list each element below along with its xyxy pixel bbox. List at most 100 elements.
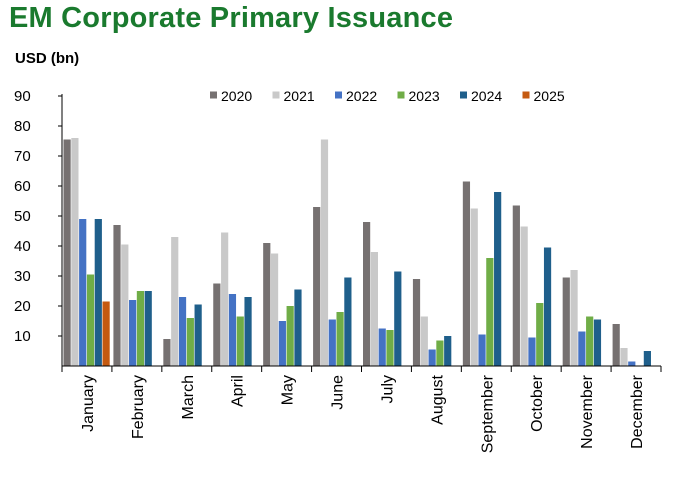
legend-label-2020: 2020 (221, 88, 252, 104)
bar-2023-february (136, 291, 145, 366)
y-tick-label: 80 (14, 118, 31, 135)
bar-2024-august (444, 336, 452, 366)
bar-2021-october (520, 226, 528, 366)
legend-swatch-2021 (272, 91, 280, 99)
legend-label-2023: 2023 (409, 88, 440, 104)
bar-2023-january (86, 274, 95, 366)
y-tick-label: 50 (14, 208, 31, 225)
bar-2022-october (528, 337, 536, 366)
bar-2021-july (370, 252, 378, 366)
y-axis-label: USD (bn) (15, 50, 80, 67)
x-tick-label: May (280, 375, 297, 405)
bar-2023-september (486, 258, 494, 366)
x-tick-label: January (80, 375, 97, 432)
bar-2020-november (562, 277, 570, 366)
bar-2025-january (102, 301, 110, 366)
bar-2020-april (213, 283, 221, 366)
chart-title: EM Corporate Primary Issuance (9, 2, 454, 34)
bar-2020-july (363, 222, 371, 366)
bar-2021-february (121, 244, 129, 366)
bar-2023-october (536, 303, 544, 366)
bar-2023-march (186, 318, 194, 366)
x-tick-label: April (230, 375, 247, 407)
bar-2021-september (470, 208, 478, 366)
bar-2024-december (643, 351, 651, 366)
bar-2021-march (171, 237, 179, 366)
legend-swatch-2024 (460, 91, 467, 99)
bar-2021-november (570, 270, 578, 366)
bars (63, 138, 651, 366)
bar-2021-august (420, 316, 428, 366)
x-tick-label: March (180, 375, 197, 419)
bar-2024-november (593, 319, 602, 366)
y-axis-ticks: 10 20 30 40 50 60 70 80 90 (14, 88, 62, 345)
bar-2024-february (144, 291, 152, 366)
legend-label-2024: 2024 (471, 88, 502, 104)
y-tick-label: 40 (14, 238, 31, 255)
bar-2022-august (428, 349, 436, 366)
bar-2023-august (436, 340, 444, 366)
x-tick-label: December (629, 374, 646, 448)
bar-2024-september (494, 192, 502, 366)
y-tick-label: 90 (14, 88, 31, 105)
bar-2022-may (278, 321, 286, 366)
legend-swatch-2023 (397, 91, 405, 99)
legend-swatch-2020 (210, 91, 217, 99)
bar-2020-june (313, 207, 321, 366)
bar-2021-june (320, 139, 329, 366)
bar-2023-november (586, 316, 594, 366)
legend-label-2025: 2025 (534, 88, 565, 104)
bar-2021-april (221, 232, 229, 366)
x-tick-label: October (529, 374, 546, 432)
y-tick-label: 70 (14, 148, 31, 165)
bar-2024-july (394, 271, 402, 366)
bar-2022-september (478, 334, 486, 366)
bar-2024-june (344, 277, 352, 366)
x-tick-label: February (130, 375, 147, 439)
y-tick-label: 20 (14, 298, 31, 315)
legend: 2020 2021 2022 2023 2024 2025 (210, 88, 565, 104)
bar-2024-may (294, 289, 302, 366)
bar-2020-september (462, 181, 471, 366)
bar-2024-march (194, 304, 202, 366)
x-tick-label: June (330, 375, 347, 410)
legend-label-2022: 2022 (346, 88, 377, 104)
bar-2023-may (286, 306, 294, 366)
x-axis-labels: January February March April May June July Augu… (80, 374, 646, 453)
bar-2022-february (129, 300, 137, 366)
bar-2024-october (543, 247, 552, 366)
y-tick-label: 10 (14, 328, 31, 345)
x-tick-label: July (379, 375, 396, 403)
legend-swatch-2022 (335, 91, 342, 99)
bar-2020-october (512, 205, 520, 366)
x-tick-label: September (479, 374, 496, 453)
bar-2021-january (71, 138, 79, 366)
legend-label-2021: 2021 (284, 88, 315, 104)
bar-2022-july (378, 328, 386, 366)
bar-2024-april (244, 297, 252, 366)
bar-2022-march (178, 297, 187, 366)
bar-2023-july (386, 330, 394, 366)
bar-2024-january (94, 219, 102, 366)
bar-2021-december (620, 348, 628, 366)
bar-2020-january (63, 139, 71, 366)
bar-2020-august (412, 279, 421, 366)
bar-2020-march (163, 339, 171, 366)
x-tick-label: November (579, 374, 596, 448)
legend-swatch-2025 (522, 91, 530, 99)
x-tick-label: August (429, 374, 446, 424)
bar-2023-june (336, 312, 344, 366)
bar-2020-december (612, 324, 620, 366)
bar-2022-april (228, 294, 237, 366)
bar-2020-february (113, 225, 121, 366)
y-tick-label: 60 (14, 178, 31, 195)
axes (61, 94, 662, 372)
bar-2022-november (578, 331, 586, 366)
bar-2021-may (270, 253, 279, 366)
bar-2020-may (263, 243, 271, 366)
bar-2022-june (328, 319, 336, 366)
y-tick-label: 30 (14, 268, 31, 285)
bar-2023-april (236, 316, 244, 366)
bar-2022-december (628, 361, 636, 366)
